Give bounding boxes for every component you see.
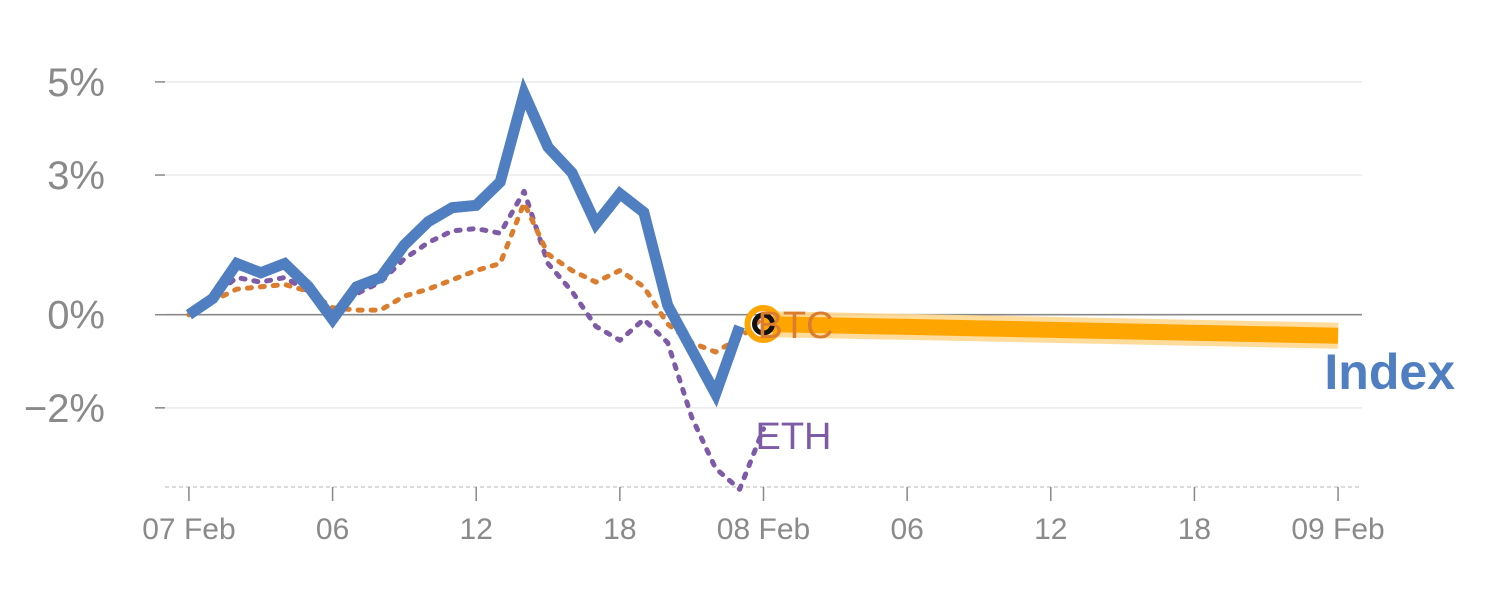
x-tick-label: 18 — [603, 513, 636, 546]
index-line — [185, 77, 745, 408]
x-tick-label: 12 — [460, 513, 493, 546]
x-tick-label: 09 Feb — [1291, 513, 1384, 546]
x-tick-label: 06 — [890, 513, 923, 546]
x-tick-label: 18 — [1178, 513, 1211, 546]
series-labels: BTC ETH Index — [756, 305, 1456, 458]
index-series-label: Index — [1324, 344, 1455, 400]
grid-lines — [165, 81, 1362, 409]
series-lines — [185, 77, 1339, 492]
current-marker-center — [752, 312, 775, 336]
eth-line — [186, 188, 766, 492]
y-tick-label: 0% — [47, 294, 105, 338]
y-tick-label: 3% — [47, 154, 105, 198]
btc-line — [186, 200, 766, 355]
current-marker-ring — [744, 305, 783, 344]
x-tick-label: 07 Feb — [142, 513, 235, 546]
eth-series-label: ETH — [756, 416, 832, 458]
x-tick-label: 12 — [1034, 513, 1067, 546]
index-projection-line — [763, 316, 1339, 344]
btc-series-label: BTC — [758, 305, 834, 347]
x-tick-labels: 07 Feb 06 12 18 08 Feb 06 12 18 09 Feb — [142, 513, 1385, 546]
x-tick-label: 06 — [316, 513, 349, 546]
y-tick-label: 5% — [47, 61, 105, 105]
y-tick-label: −2% — [24, 387, 105, 431]
current-marker — [744, 305, 783, 344]
x-tick-label: 08 Feb — [717, 513, 810, 546]
axes — [155, 81, 1362, 501]
y-tick-labels: 5% 3% 0% −2% — [24, 61, 105, 431]
